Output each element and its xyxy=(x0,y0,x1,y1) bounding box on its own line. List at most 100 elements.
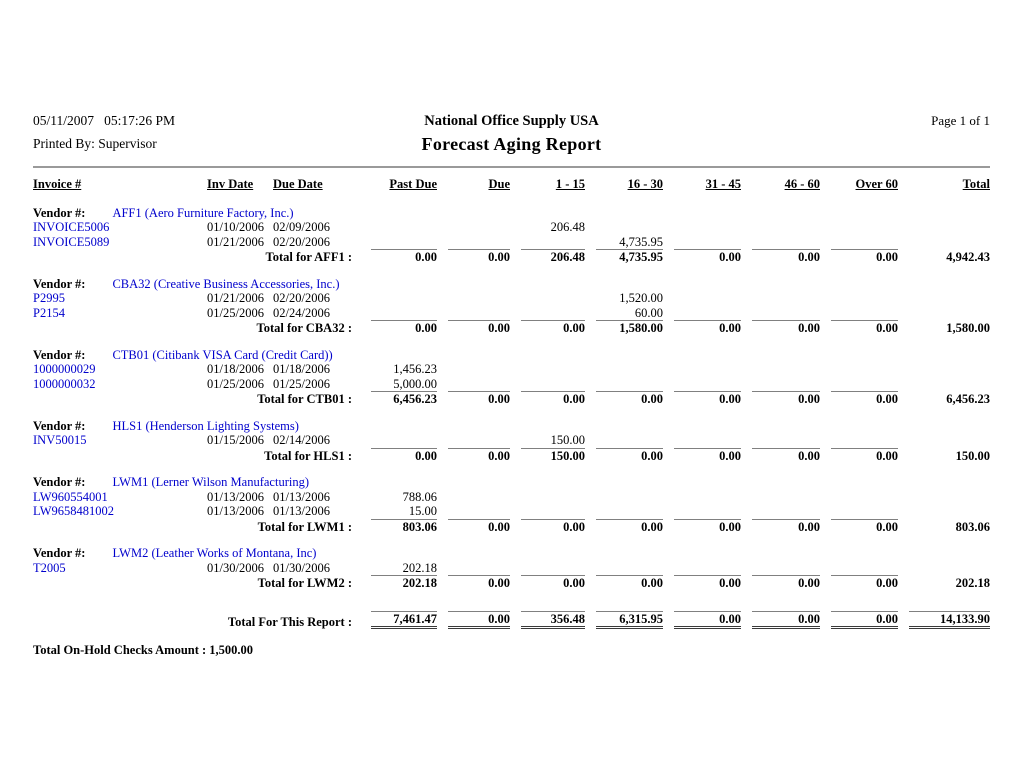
vendor-name: CTB01 (Citibank VISA Card (Credit Card)) xyxy=(112,347,333,362)
invoice-due-date: 01/30/2006 xyxy=(273,560,330,575)
invoice-amount xyxy=(437,220,510,235)
column-header: Due xyxy=(437,177,510,197)
grand-total-value: 0.00 xyxy=(820,594,898,629)
invoice-row: P2154 01/25/2006 02/24/2006 60.00 xyxy=(33,306,990,321)
invoice-amount xyxy=(510,291,585,306)
column-header: 46 - 60 xyxy=(741,177,820,197)
invoice-amount xyxy=(820,490,898,505)
invoice-amount xyxy=(741,377,820,392)
vendor-total-value: 0.00 xyxy=(663,320,741,339)
vendor-number-label: Vendor #: xyxy=(33,418,86,433)
vendor-total-value: 803.06 xyxy=(360,518,437,538)
column-header: Due Date xyxy=(273,177,360,197)
total-rule: 202.18 xyxy=(371,575,437,591)
total-rule: 0.00 xyxy=(674,391,741,407)
invoice-inv-date: 01/10/2006 xyxy=(207,220,264,234)
invoice-amount xyxy=(437,235,510,250)
vendor-total-row: Total for LWM2 : 202.18 0.00 0.00 0.00 0.00 0.… xyxy=(33,575,990,594)
invoice-amount xyxy=(360,220,437,235)
total-rule: 0.00 xyxy=(752,447,820,464)
table-header-row: Invoice # Inv Date Due Date Past Due Due 1 - … xyxy=(33,177,990,197)
total-rule: 0.00 xyxy=(596,391,663,407)
grand-total-rule: 0.00 xyxy=(448,610,510,629)
vendor-total-value: 0.00 xyxy=(360,249,437,268)
vendor-cell: Vendor #: CTB01 (Citibank VISA Card (Cred… xyxy=(33,339,990,363)
invoice-inv-date: 01/15/2006 xyxy=(207,433,264,447)
vendor-total-value: 0.00 xyxy=(510,391,585,410)
invoice-due-date: 02/09/2006 xyxy=(273,220,330,234)
grand-total-rule: 14,133.90 xyxy=(909,610,990,629)
grand-total-value: 0.00 xyxy=(741,594,820,629)
vendor-total-value: 0.00 xyxy=(585,575,663,594)
invoice-amount xyxy=(741,291,820,306)
invoice-amount xyxy=(898,504,990,519)
invoice-amount: 4,735.95 xyxy=(619,234,663,249)
vendor-total-label: Total for AFF1 : xyxy=(265,250,352,264)
printed-by: Printed By: Supervisor xyxy=(33,136,157,151)
vendor-name: CBA32 (Creative Business Accessories, In… xyxy=(112,276,340,291)
vendor-total-value: 0.00 xyxy=(360,320,437,339)
invoice-amount xyxy=(360,433,437,448)
total-rule: 0.00 xyxy=(596,575,663,591)
vendor-number-label: Vendor #: xyxy=(33,475,86,489)
column-header-label: Invoice # xyxy=(33,177,82,191)
invoice-row: INVOICE5089 01/21/2006 02/20/2006 4,735.95 xyxy=(33,235,990,250)
invoice-amount: 206.48 xyxy=(550,220,585,234)
invoice-row: T2005 01/30/2006 01/30/2006 202.18 xyxy=(33,561,990,576)
invoice-amount xyxy=(663,504,741,519)
grand-total-rule: 0.00 xyxy=(752,610,820,629)
vendor-header-row: Vendor #: HLS1 (Henderson Lighting System… xyxy=(33,410,990,434)
invoice-amount xyxy=(820,377,898,392)
invoice-amount xyxy=(585,504,663,519)
invoice-amount xyxy=(360,306,437,321)
invoice-id: LW9658481002 xyxy=(33,504,115,518)
vendor-total-label: Total for LWM2 : xyxy=(257,576,352,590)
invoice-due-date: 02/14/2006 xyxy=(273,433,330,447)
invoice-amount xyxy=(741,235,820,250)
total-rule: 0.00 xyxy=(831,391,898,407)
invoice-amount xyxy=(585,377,663,392)
total-rule: 0.00 xyxy=(371,320,437,336)
invoice-amount: 1,456.23 xyxy=(393,362,437,376)
invoice-id: INV50015 xyxy=(33,433,87,447)
vendor-total-label: Total for CTB01 : xyxy=(257,392,352,406)
invoice-inv-date: 01/13/2006 xyxy=(207,489,264,504)
vendor-total-value: 0.00 xyxy=(585,518,663,538)
invoice-amount xyxy=(898,561,990,576)
invoice-amount: 60.00 xyxy=(634,305,663,320)
report-title: Forecast Aging Report xyxy=(421,134,602,154)
vendor-number-label: Vendor #: xyxy=(33,546,86,560)
invoice-due-date: 02/20/2006 xyxy=(273,291,330,305)
invoice-id: P2154 xyxy=(33,305,65,320)
invoice-amount xyxy=(510,362,585,377)
grand-total-rule: 356.48 xyxy=(521,610,585,629)
total-rule: 1,580.00 xyxy=(596,320,663,336)
column-header: Total xyxy=(898,177,990,197)
column-header: 16 - 30 xyxy=(585,177,663,197)
vendor-name: LWM1 (Lerner Wilson Manufacturing) xyxy=(112,475,309,489)
invoice-amount xyxy=(585,490,663,505)
vendor-total-value: 0.00 xyxy=(820,575,898,594)
on-hold-total: Total On-Hold Checks Amount : 1,500.00 xyxy=(33,643,254,657)
vendor-total-value: 206.48 xyxy=(510,249,585,268)
vendor-total-value: 0.00 xyxy=(820,447,898,467)
column-header-label: Over 60 xyxy=(855,177,898,191)
total-rule: 0.00 xyxy=(831,320,898,336)
invoice-amount xyxy=(663,561,741,576)
invoice-inv-date: 01/21/2006 xyxy=(207,234,264,249)
invoice-amount xyxy=(510,306,585,321)
vendor-header-row: Vendor #: CTB01 (Citibank VISA Card (Cred… xyxy=(33,339,990,363)
vendor-number-label: Vendor #: xyxy=(33,276,86,291)
invoice-amount xyxy=(820,220,898,235)
total-rule: 0.00 xyxy=(674,518,741,535)
total-rule: 0.00 xyxy=(448,447,510,464)
vendor-header-row: Vendor #: CBA32 (Creative Business Access… xyxy=(33,268,990,292)
vendor-header-row: Vendor #: LWM2 (Leather Works of Montana,… xyxy=(33,537,990,561)
invoice-amount xyxy=(360,291,437,306)
vendor-total-value: 0.00 xyxy=(741,447,820,467)
header-center: National Office Supply USA Forecast Agin… xyxy=(33,113,990,155)
invoice-amount xyxy=(741,561,820,576)
total-rule: 0.00 xyxy=(831,447,898,464)
invoice-amount xyxy=(741,306,820,321)
